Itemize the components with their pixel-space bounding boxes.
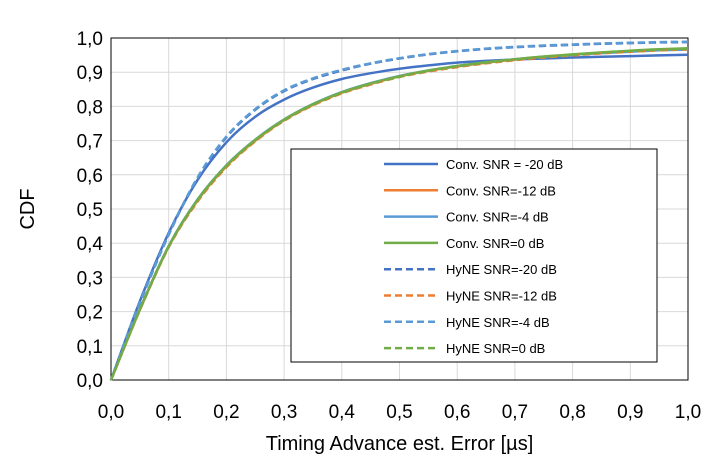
y-tick-label: 1,0 <box>77 29 103 50</box>
series-line-8 <box>109 47 689 381</box>
y-tick-label: 0,4 <box>77 234 104 255</box>
legend-box <box>290 148 658 363</box>
y-tick-label: 0,5 <box>77 200 103 221</box>
x-tick-label: 0,1 <box>155 402 181 423</box>
x-tick-label: 0,2 <box>213 402 239 423</box>
x-axis-title: Timing Advance est. Error [µs] <box>266 433 534 455</box>
y-tick-label: 0,1 <box>77 337 103 358</box>
legend-label: Conv. SNR=-4 dB <box>446 210 549 225</box>
legend-label: HyNE SNR=-12 dB <box>446 289 557 304</box>
legend-label: HyNE SNR=-4 dB <box>446 315 550 330</box>
y-axis-title: CDF <box>17 188 39 229</box>
y-tick-label: 0,0 <box>77 371 103 392</box>
legend-label: Conv. SNR=-12 dB <box>446 183 556 198</box>
x-tick-label: 0,4 <box>329 402 356 423</box>
y-tick-label: 0,8 <box>77 97 103 118</box>
legend-label: Conv. SNR = -20 dB <box>446 157 563 172</box>
x-tick-label: 0,5 <box>386 402 412 423</box>
tick-labels: 0,0 0,1 0,2 0,3 0,4 0,5 0,6 0,7 0,8 0,9 1,0 0,0 0,1 0… <box>77 29 702 423</box>
series-lines <box>109 40 689 381</box>
plot-area-border <box>110 37 689 381</box>
y-tick-label: 0,2 <box>77 303 103 324</box>
x-tick-label: 0,3 <box>271 402 297 423</box>
x-tick-label: 1,0 <box>675 402 701 423</box>
y-tick-label: 0,7 <box>77 132 103 153</box>
series-line-1 <box>109 53 689 381</box>
x-tick-label: 0,8 <box>559 402 585 423</box>
x-tick-label: 0,6 <box>444 402 470 423</box>
x-tick-label: 0,9 <box>617 402 643 423</box>
y-tick-label: 0,3 <box>77 268 103 289</box>
legend-label: HyNE SNR=0 dB <box>446 341 545 356</box>
y-tick-label: 0,9 <box>77 63 103 84</box>
x-tick-label: 0,7 <box>502 402 528 423</box>
x-tick-label: 0,0 <box>98 402 124 423</box>
y-tick-label: 0,6 <box>77 166 103 187</box>
legend-label: HyNE SNR=-20 dB <box>446 262 557 277</box>
legend: Conv. SNR = -20 dB Conv. SNR=-12 dB Conv. … <box>290 148 658 363</box>
legend-label: Conv. SNR=0 dB <box>446 236 544 251</box>
series-line-7 <box>109 40 689 381</box>
